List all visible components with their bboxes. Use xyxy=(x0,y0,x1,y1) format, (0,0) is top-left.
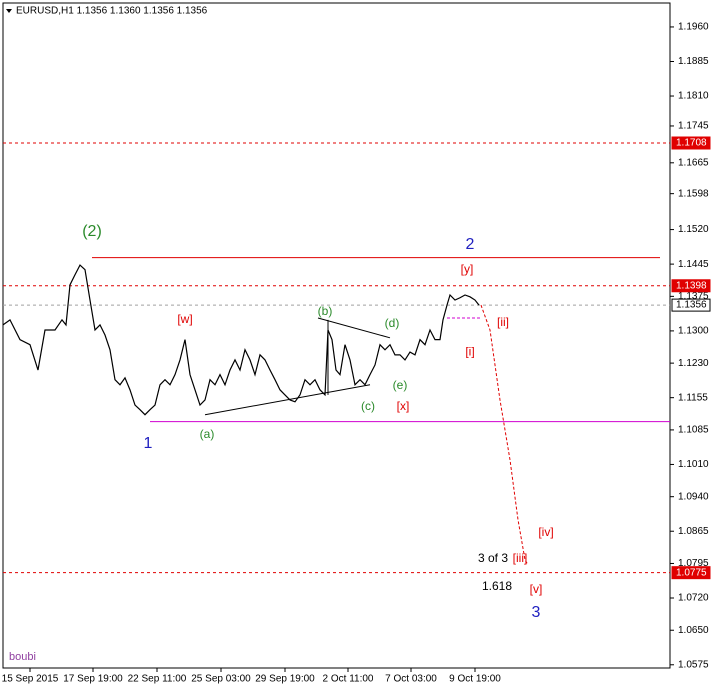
price-line xyxy=(2,264,480,416)
drawn-line xyxy=(204,384,371,416)
wave-label: (2) xyxy=(82,223,102,240)
y-tick-label: 1.1155 xyxy=(678,392,708,403)
wave-label: 3 of 3 xyxy=(478,551,508,565)
y-tick-label: 1.1885 xyxy=(678,56,709,67)
watermark: boubi xyxy=(9,651,36,663)
x-tick-label: 7 Oct 03:00 xyxy=(385,674,437,685)
level-label: 1.1708 xyxy=(676,138,707,149)
wave-label: [y] xyxy=(461,262,474,276)
level-box xyxy=(671,298,711,312)
wave-label: [v] xyxy=(530,582,543,596)
wave-label: 3 xyxy=(532,604,541,621)
level-box xyxy=(671,136,711,150)
wave-label: 1.618 xyxy=(482,579,512,593)
y-tick-label: 1.0795 xyxy=(678,558,709,569)
wave-label: (b) xyxy=(318,304,333,318)
y-tick-label: 1.1445 xyxy=(678,259,709,270)
x-tick-label: 17 Sep 19:00 xyxy=(63,674,123,685)
x-tick-label: 25 Sep 03:00 xyxy=(191,674,251,685)
y-tick-label: 1.0575 xyxy=(678,659,709,670)
y-tick-label: 1.1745 xyxy=(678,121,709,132)
y-tick-label: 1.0940 xyxy=(678,491,709,502)
drawn-line xyxy=(480,304,529,566)
wave-label: (e) xyxy=(393,378,408,392)
level-box xyxy=(671,566,711,580)
x-tick-label: 15 Sep 2015 xyxy=(2,674,59,685)
y-tick-label: 1.1300 xyxy=(678,326,709,337)
y-tick-label: 1.1598 xyxy=(678,188,709,199)
y-tick-label: 1.1230 xyxy=(678,358,709,369)
wave-label: (a) xyxy=(200,427,215,441)
wave-label: [ii] xyxy=(497,315,509,329)
y-tick-label: 1.0720 xyxy=(678,593,709,604)
wave-label: [x] xyxy=(397,399,410,413)
y-tick-label: 1.1520 xyxy=(678,224,709,235)
plot-frame xyxy=(2,2,671,669)
wave-label: [w] xyxy=(177,312,192,326)
x-tick-label: 9 Oct 19:00 xyxy=(449,674,501,685)
chart-title: EURUSD,H1 1.1356 1.1360 1.1356 1.1356 xyxy=(16,6,208,17)
x-tick-label: 22 Sep 11:00 xyxy=(128,674,187,685)
wave-label: (c) xyxy=(361,399,375,413)
wave-label: [i] xyxy=(465,344,474,358)
y-tick-label: 1.1010 xyxy=(678,459,709,470)
y-tick-label: 1.1960 xyxy=(678,22,709,33)
symbol-icon xyxy=(6,9,12,13)
level-box xyxy=(671,279,711,293)
x-tick-label: 29 Sep 19:00 xyxy=(255,674,315,685)
y-tick-label: 1.0650 xyxy=(678,625,709,636)
level-label: 1.1356 xyxy=(676,300,707,311)
wave-label: 2 xyxy=(466,236,475,253)
level-label: 1.1398 xyxy=(676,280,707,291)
drawn-line xyxy=(317,317,391,339)
wave-label: 1 xyxy=(144,435,153,452)
y-tick-label: 1.1665 xyxy=(678,157,709,168)
y-tick-label: 1.1810 xyxy=(678,91,709,102)
level-label: 1.0775 xyxy=(676,567,707,578)
y-tick-label: 1.1085 xyxy=(678,425,709,436)
wave-label: [iv] xyxy=(538,525,553,539)
wave-label: (d) xyxy=(385,316,400,330)
y-tick-label: 1.0865 xyxy=(678,526,709,537)
wave-label: [iii] xyxy=(513,551,528,565)
y-tick-label: 1.1375 xyxy=(678,291,709,302)
x-tick-label: 2 Oct 11:00 xyxy=(323,674,374,685)
